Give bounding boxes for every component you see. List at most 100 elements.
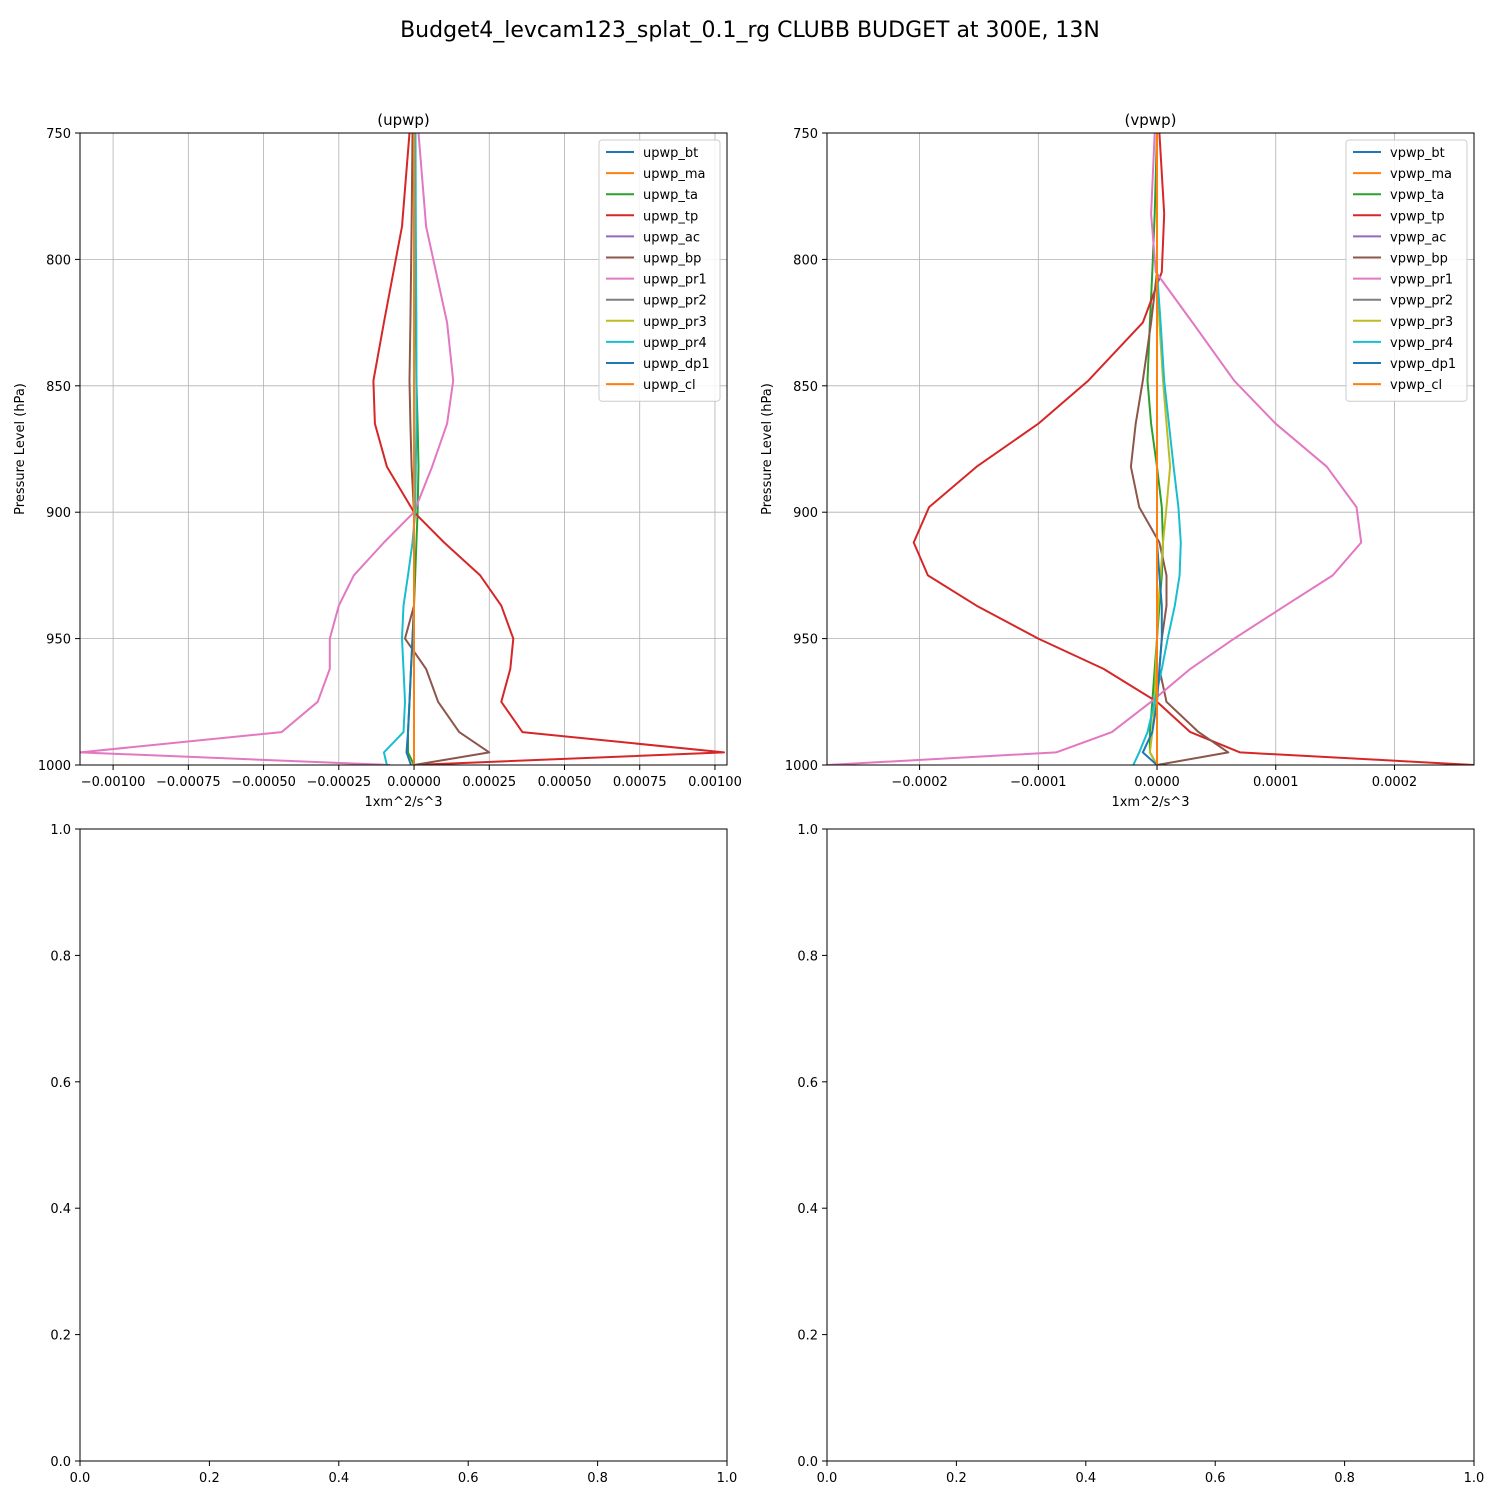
axes-frame <box>826 828 1475 1462</box>
x-tick-label: 0.00100 <box>688 775 742 790</box>
x-axis-label: 1xm^2/s^3 <box>1111 795 1189 810</box>
y-tick-label: 0.4 <box>797 1202 818 1217</box>
y-tick-label: 750 <box>793 127 818 142</box>
panel-2: 0.0 0.2 0.4 0.6 0.8 1.0 0.0 0.2 0.4 0.6 0.8 1.0 <box>50 823 737 1486</box>
legend-label-upwp_cl: upwp_cl <box>643 378 696 393</box>
y-tick-label: 750 <box>46 127 71 142</box>
legend-label-upwp_tp: upwp_tp <box>643 209 698 224</box>
legend-label-upwp_bp: upwp_bp <box>643 252 701 267</box>
x-tick-label: 0.0001 <box>1253 775 1299 790</box>
x-tick-label: 0.4 <box>1075 1471 1096 1486</box>
legend-box <box>1345 139 1468 402</box>
series-lines <box>827 133 1474 765</box>
x-tick-label: 0.8 <box>1334 1471 1355 1486</box>
x-tick-label: 0.4 <box>328 1471 349 1486</box>
x-tick-label: 1.0 <box>717 1471 738 1486</box>
legend-label-vpwp_ac: vpwp_ac <box>1390 230 1446 245</box>
x-tick-label: 0.00000 <box>387 775 441 790</box>
panels: −0.00100 −0.00075 −0.00050 −0.00025 0.00000 0… <box>13 111 1484 1486</box>
legend-label-upwp_pr3: upwp_pr3 <box>643 315 707 330</box>
y-tick-label: 900 <box>793 506 818 521</box>
series-line-upwp_pr4 <box>382 133 418 765</box>
legend-label-upwp_ma: upwp_ma <box>643 167 706 182</box>
y-axis-label: Pressure Level (hPa) <box>760 383 775 515</box>
x-tick-label: 1.0 <box>1464 1471 1485 1486</box>
legend-label-vpwp_ma: vpwp_ma <box>1390 167 1452 182</box>
legend-label-vpwp_pr2: vpwp_pr2 <box>1390 294 1453 309</box>
legend-label-vpwp_tp: vpwp_tp <box>1390 209 1445 224</box>
x-tick-label: 0.00075 <box>613 775 667 790</box>
y-tick-label: 0.0 <box>797 1455 818 1470</box>
legend-label-vpwp_ta: vpwp_ta <box>1390 188 1444 203</box>
legend-label-vpwp_pr4: vpwp_pr4 <box>1390 336 1453 351</box>
x-tick-label: −0.00050 <box>231 775 296 790</box>
figure-title: Budget4_levcam123_splat_0.1_rg CLUBB BUD… <box>400 18 1100 43</box>
y-tick-label: 0.4 <box>50 1202 71 1217</box>
axes-frame <box>79 132 728 766</box>
x-tick-label: 0.0002 <box>1372 775 1418 790</box>
x-tick-label: 0.8 <box>587 1471 608 1486</box>
x-tick-label: 0.00050 <box>538 775 592 790</box>
panel-1: −0.0002 −0.0001 0.0000 0.0001 0.0002 750 800 85… <box>760 111 1475 810</box>
legend-label-upwp_pr1: upwp_pr1 <box>643 273 707 288</box>
x-tick-label: −0.0002 <box>891 775 947 790</box>
x-tick-label: −0.00075 <box>156 775 221 790</box>
y-tick-label: 850 <box>793 380 818 395</box>
y-tick-label: 1000 <box>38 759 71 774</box>
y-tick-label: 0.8 <box>50 949 71 964</box>
y-axis-label: Pressure Level (hPa) <box>13 383 28 515</box>
panel-3: 0.0 0.2 0.4 0.6 0.8 1.0 0.0 0.2 0.4 0.6 0.8 1.0 <box>797 823 1484 1486</box>
y-tick-label: 800 <box>793 253 818 268</box>
x-tick-label: 0.2 <box>199 1471 220 1486</box>
y-tick-label: 0.8 <box>797 949 818 964</box>
y-tick-label: 1.0 <box>797 823 818 838</box>
x-tick-label: −0.0001 <box>1010 775 1066 790</box>
y-tick-label: 850 <box>46 380 71 395</box>
x-tick-label: 0.0 <box>817 1471 838 1486</box>
series-line-vpwp_tp <box>912 133 1474 765</box>
x-tick-label: 0.0000 <box>1134 775 1180 790</box>
y-tick-label: 0.2 <box>797 1329 818 1344</box>
y-tick-label: 950 <box>46 633 71 648</box>
series-line-upwp_tp <box>372 133 725 765</box>
legend-label-upwp_bt: upwp_bt <box>643 146 698 161</box>
y-tick-label: 0.0 <box>50 1455 71 1470</box>
axes-frame <box>79 828 728 1462</box>
series-line-vpwp_pr1 <box>827 133 1363 765</box>
x-tick-label: 0.2 <box>946 1471 967 1486</box>
legend-label-upwp_pr2: upwp_pr2 <box>643 294 707 309</box>
y-tick-label: 0.6 <box>797 1076 818 1091</box>
y-tick-label: 0.2 <box>50 1329 71 1344</box>
panel-title: (upwp) <box>377 111 430 129</box>
y-tick-label: 1000 <box>785 759 818 774</box>
y-tick-label: 950 <box>793 633 818 648</box>
legend: upwp_bt upwp_ma upwp_ta upwp_tp upwp_ac upwp_… <box>598 139 721 402</box>
legend-label-vpwp_bp: vpwp_bp <box>1390 252 1448 267</box>
series-line-vpwp_bp <box>1129 133 1230 765</box>
legend-label-vpwp_cl: vpwp_cl <box>1390 378 1442 393</box>
y-tick-label: 0.6 <box>50 1076 71 1091</box>
legend-label-vpwp_pr1: vpwp_pr1 <box>1390 273 1453 288</box>
legend-label-upwp_pr4: upwp_pr4 <box>643 336 707 351</box>
legend: vpwp_bt vpwp_ma vpwp_ta vpwp_tp vpwp_ac vpwp_… <box>1345 139 1468 402</box>
x-tick-label: −0.00025 <box>306 775 371 790</box>
legend-box <box>598 139 721 402</box>
x-tick-label: 0.6 <box>458 1471 479 1486</box>
panel-0: −0.00100 −0.00075 −0.00050 −0.00025 0.00000 0… <box>13 111 742 810</box>
legend-label-upwp_dp1: upwp_dp1 <box>643 357 710 372</box>
series-lines <box>80 133 725 765</box>
y-tick-label: 900 <box>46 506 71 521</box>
x-tick-label: 0.6 <box>1205 1471 1226 1486</box>
x-tick-label: 0.0 <box>70 1471 91 1486</box>
panel-title: (vpwp) <box>1125 111 1177 129</box>
axes-frame <box>826 132 1475 766</box>
legend-label-vpwp_dp1: vpwp_dp1 <box>1390 357 1456 372</box>
legend-label-upwp_ac: upwp_ac <box>643 230 700 245</box>
legend-label-vpwp_pr3: vpwp_pr3 <box>1390 315 1453 330</box>
series-line-vpwp_pr4 <box>1132 133 1182 765</box>
legend-label-upwp_ta: upwp_ta <box>643 188 698 203</box>
y-tick-label: 800 <box>46 253 71 268</box>
x-tick-label: 0.00025 <box>462 775 516 790</box>
